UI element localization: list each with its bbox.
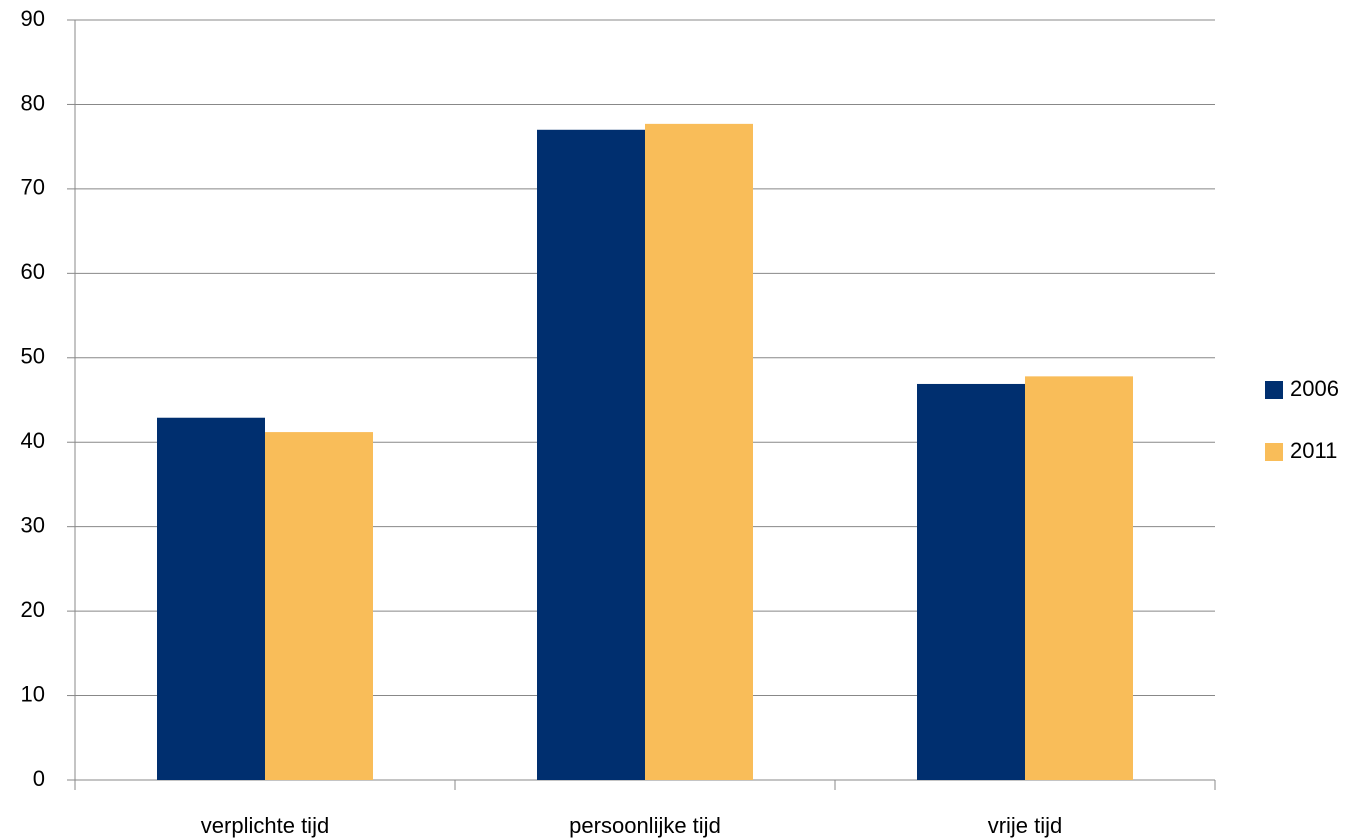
legend-label: 2006 (1290, 376, 1339, 401)
bar (537, 129, 645, 780)
bar (645, 123, 753, 780)
y-tick-label: 40 (21, 428, 45, 453)
y-tick-label: 90 (21, 6, 45, 31)
bar (265, 432, 373, 780)
y-tick-label: 70 (21, 175, 45, 200)
y-tick-label: 30 (21, 512, 45, 537)
bar (157, 417, 265, 780)
legend-swatch (1265, 443, 1283, 461)
legend-label: 2011 (1290, 438, 1337, 463)
y-tick-label: 80 (21, 90, 45, 115)
y-tick-label: 0 (33, 766, 45, 791)
x-tick-label: verplichte tijd (201, 813, 329, 838)
bar (917, 383, 1025, 780)
y-tick-label: 20 (21, 597, 45, 622)
y-tick-label: 10 (21, 681, 45, 706)
legend-swatch (1265, 381, 1283, 399)
y-tick-label: 50 (21, 344, 45, 369)
y-tick-label: 60 (21, 259, 45, 284)
x-tick-label: persoonlijke tijd (569, 813, 721, 838)
bar (1025, 376, 1133, 780)
x-tick-label: vrije tijd (988, 813, 1063, 838)
